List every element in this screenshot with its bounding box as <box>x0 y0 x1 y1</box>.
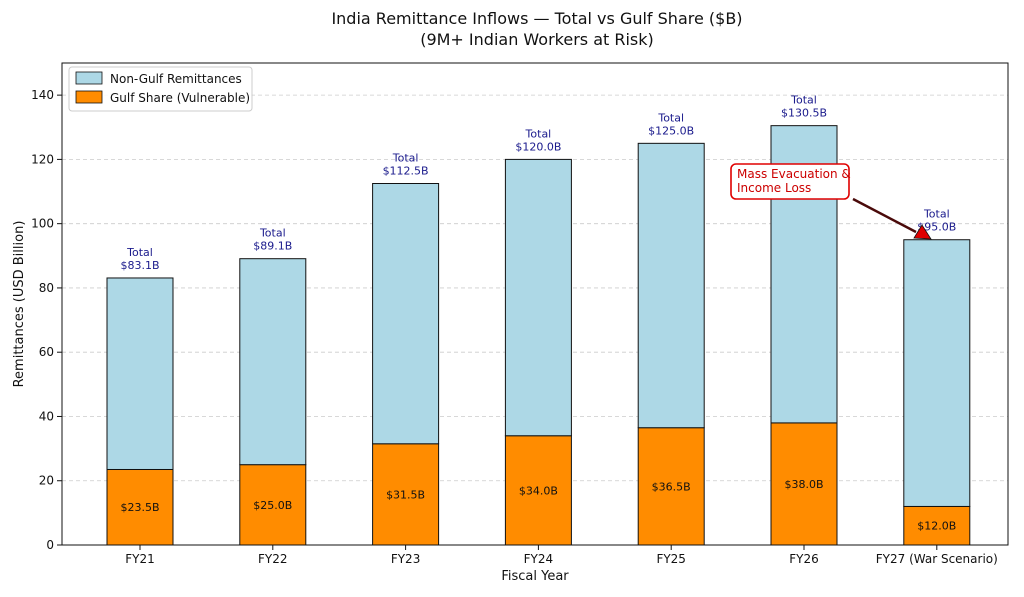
gulf-value-label: $31.5B <box>386 488 425 501</box>
x-tick-label: FY24 <box>524 552 554 566</box>
legend-box <box>68 66 253 112</box>
gulf-value-label: $23.5B <box>120 501 159 514</box>
bar-gulf-fy26 <box>770 422 838 546</box>
bar-non-gulf-fy24 <box>504 158 572 437</box>
bar-non-gulf-fy25 <box>637 142 705 429</box>
total-value-label: $125.0B <box>648 124 694 137</box>
gulf-value-label: $34.0B <box>519 484 558 497</box>
total-label-prefix: Total <box>126 246 153 259</box>
total-value-label: $83.1B <box>120 259 159 272</box>
bars <box>106 125 971 546</box>
gulf-value-label: $38.0B <box>784 478 823 491</box>
x-tick-label: FY21 <box>125 552 155 566</box>
plot-frame <box>61 62 1009 546</box>
y-tick-label: 100 <box>31 217 54 231</box>
total-label-prefix: Total <box>657 111 684 124</box>
y-axis: 0 20 40 60 80 100 120 140 <box>31 88 62 552</box>
y-tick-label: 60 <box>39 345 54 359</box>
chart-title: India Remittance Inflows — Total vs Gulf… <box>331 9 742 28</box>
y-axis-label: Remittances (USD Billion) <box>12 221 27 388</box>
gulf-value-label: $12.0B <box>917 520 956 533</box>
bar-gulf-fy22 <box>239 464 307 546</box>
legend-label-gulf: Gulf Share (Vulnerable) <box>110 91 250 105</box>
x-tick-label: FY25 <box>656 552 686 566</box>
chart-subtitle: (9M+ Indian Workers at Risk) <box>420 30 654 49</box>
annotation-line-2: Income Loss <box>737 181 811 195</box>
legend-label-non-gulf: Non-Gulf Remittances <box>110 72 242 86</box>
x-axis: FY21 FY22 FY23 FY24 FY25 FY26 FY27 (War Scenar… <box>125 545 998 566</box>
total-value-label: $89.1B <box>253 240 292 253</box>
legend: Non-Gulf Remittances Gulf Share (Vulnera… <box>68 66 253 112</box>
bar-gulf-fy27 <box>903 505 971 546</box>
x-tick-label: FY23 <box>391 552 421 566</box>
total-label-prefix: Total <box>790 94 817 107</box>
bar-gulf-fy23 <box>372 443 440 546</box>
total-label-prefix: Total <box>525 127 552 140</box>
y-tick-label: 120 <box>31 152 54 166</box>
y-tick-label: 80 <box>39 281 54 295</box>
bar-non-gulf-fy23 <box>372 183 440 445</box>
total-label-prefix: Total <box>923 208 950 221</box>
gulf-value-label: $25.0B <box>253 499 292 512</box>
x-tick-label: FY22 <box>258 552 288 566</box>
y-tick-label: 140 <box>31 88 54 102</box>
x-tick-label: FY26 <box>789 552 819 566</box>
legend-swatch-non-gulf <box>75 71 103 85</box>
legend-swatch-gulf <box>75 90 103 104</box>
y-tick-label: 20 <box>39 474 54 488</box>
annotation: Mass Evacuation & Income Loss <box>730 163 932 240</box>
total-value-label: $130.5B <box>781 107 827 120</box>
gulf-value-label: $36.5B <box>652 480 691 493</box>
y-tick-label: 40 <box>39 409 54 423</box>
total-value-label: $112.5B <box>383 165 429 178</box>
total-value-label: $95.0B <box>917 221 956 234</box>
x-axis-label: Fiscal Year <box>501 569 569 584</box>
bar-labels: $23.5BTotal$83.1B$25.0BTotal$89.1B$31.5B… <box>120 94 956 533</box>
annotation-arrowhead <box>913 224 932 240</box>
total-value-label: $120.0B <box>515 140 561 153</box>
bar-non-gulf-fy22 <box>239 258 307 466</box>
annotation-arrow <box>852 197 917 234</box>
annotation-box <box>730 163 850 200</box>
bar-gulf-fy24 <box>504 435 572 546</box>
bar-gulf-fy25 <box>637 427 705 546</box>
total-label-prefix: Total <box>259 227 286 240</box>
annotation-line-1: Mass Evacuation & <box>737 167 851 181</box>
x-tick-label: FY27 (War Scenario) <box>876 552 998 566</box>
y-tick-label: 0 <box>46 538 54 552</box>
bar-non-gulf-fy21 <box>106 277 174 470</box>
bar-non-gulf-fy27 <box>903 239 971 507</box>
total-label-prefix: Total <box>392 152 419 165</box>
bar-gulf-fy21 <box>106 468 174 546</box>
